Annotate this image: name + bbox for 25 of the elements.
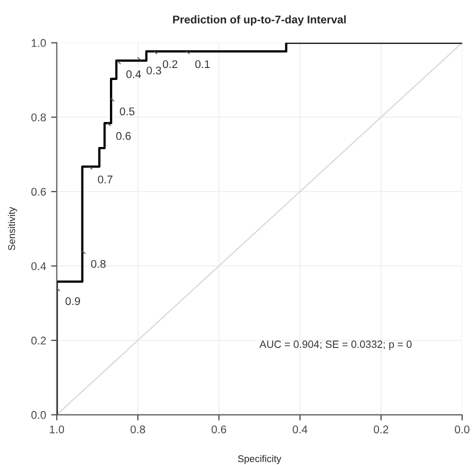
chart-title: Prediction of up-to-7-day Interval [173,15,346,26]
x-tick-label: 1.0 [50,425,64,434]
y-tick-label: 0.6 [31,188,46,196]
y-tick-label: 0.2 [31,336,46,345]
annotation: 0.8 [91,260,106,268]
annotation: 0.5 [120,107,134,116]
x-tick-label: 0.2 [374,425,388,434]
x-tick-label: 0.0 [454,425,470,434]
annotation: 0.1 [195,60,210,68]
annotation: 0.9 [66,297,80,306]
annotation: 0.6 [116,132,131,140]
annotation: 0.3 [146,66,162,74]
y-tick-label: 0.8 [31,113,46,122]
x-tick-label: 0.8 [130,425,146,434]
annotation: 0.2 [162,60,178,68]
x-tick-label: 0.6 [212,425,226,434]
annotation: AUC = 0.904; SE = 0.0332; p = 0 [259,340,412,350]
y-tick-label: 0.4 [31,262,46,270]
annotation: 0.4 [126,70,142,78]
y-axis-title: Sensitivity [8,206,18,250]
y-tick-label: 0.0 [31,411,46,419]
annotation: 0.7 [98,176,112,184]
x-tick-label: 0.4 [292,425,308,434]
y-tick-label: 1.0 [32,39,46,47]
x-axis-title: Specificity [238,455,282,464]
